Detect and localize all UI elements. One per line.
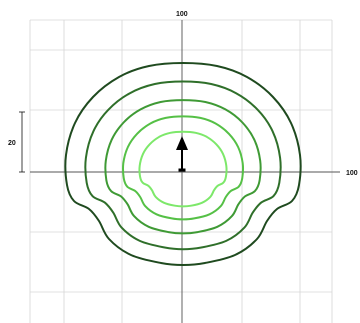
scale-bar <box>19 111 25 173</box>
contour-line-1 <box>64 61 302 267</box>
contour-lines <box>64 61 302 267</box>
scale-label: 20 <box>8 140 16 147</box>
contour-line-2 <box>84 80 282 251</box>
right-axis-label: 100 <box>346 170 358 177</box>
top-axis-label: 100 <box>176 11 188 18</box>
center-marker <box>176 136 188 172</box>
contour-line-4 <box>122 115 245 221</box>
arrow-base <box>178 168 186 172</box>
contour-line-3 <box>104 99 262 235</box>
arrow-up-icon <box>176 136 188 150</box>
contour-line-5 <box>138 130 228 208</box>
